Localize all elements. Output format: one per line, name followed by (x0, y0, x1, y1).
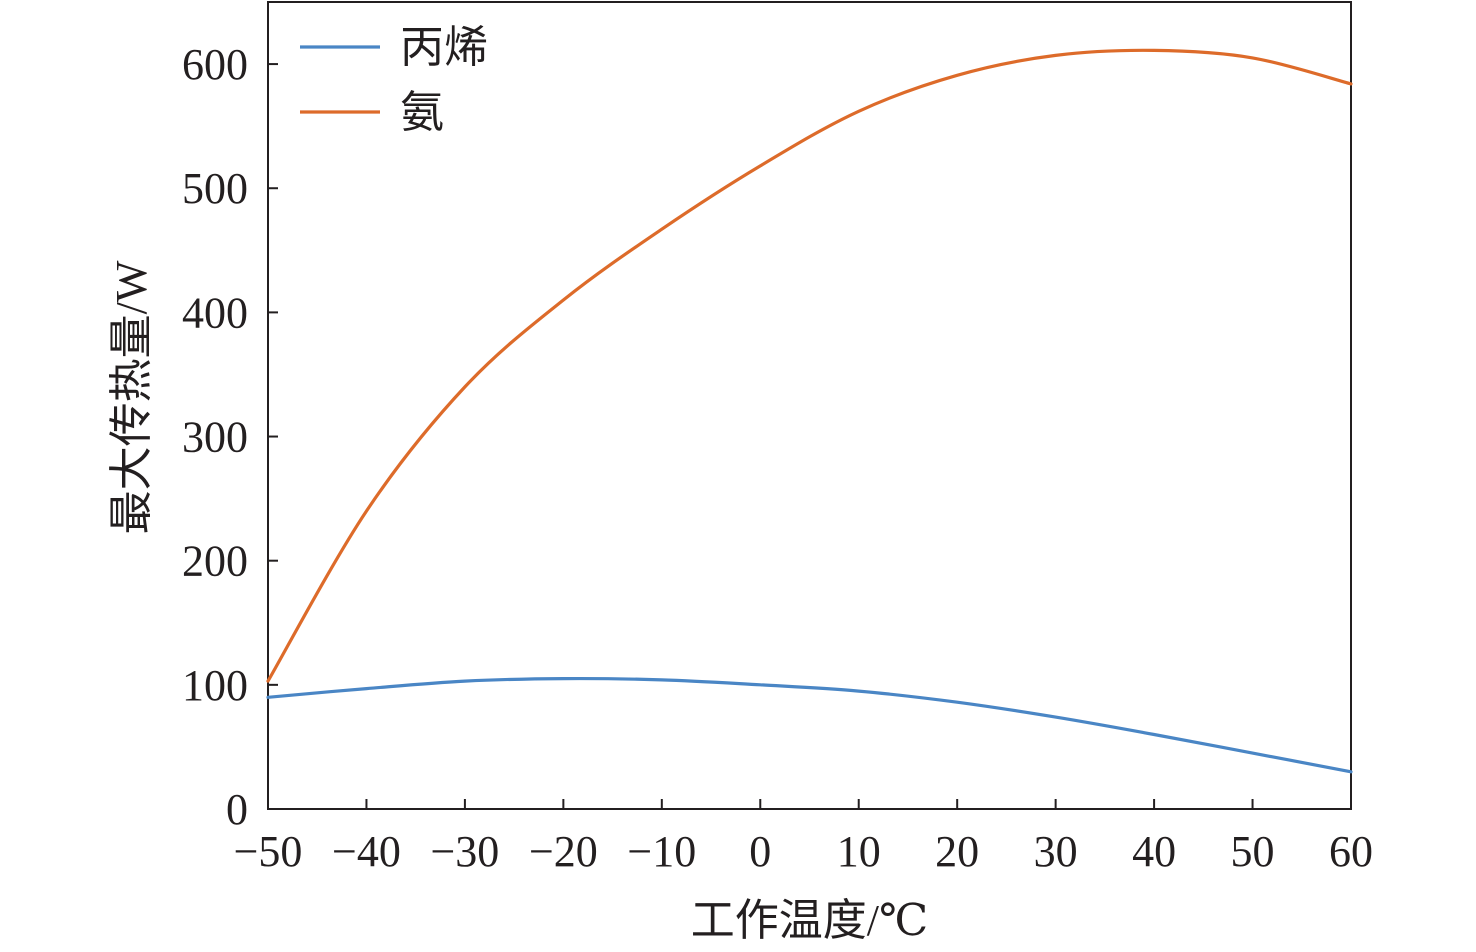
y-tick-label: 200 (182, 537, 248, 586)
y-tick-label: 300 (182, 413, 248, 462)
series-layer (266, 48, 1353, 774)
series-line-0 (266, 676, 1353, 774)
x-tick-label: 0 (749, 827, 771, 876)
y-axis: 0 100 200 300 400 500 600 (182, 40, 278, 834)
y-axis-title: 最大传热量/W (107, 260, 156, 534)
x-tick-label: 10 (837, 827, 881, 876)
x-tick-label: −50 (234, 827, 303, 876)
y-tick-label: 0 (226, 785, 248, 834)
x-tick-label: −40 (332, 827, 401, 876)
x-tick-label: 20 (935, 827, 979, 876)
x-tick-label: 50 (1231, 827, 1275, 876)
legend: 丙烯氨 (300, 23, 488, 137)
x-axis-title: 工作温度/℃ (691, 896, 928, 945)
x-tick-label: 40 (1132, 827, 1176, 876)
series-line-1 (266, 48, 1353, 683)
y-tick-label: 100 (182, 661, 248, 710)
plot-frame (267, 1, 1352, 810)
y-tick-label: 600 (182, 40, 248, 89)
y-tick-label: 500 (182, 164, 248, 213)
legend-label: 氨 (400, 88, 444, 137)
x-tick-label: 60 (1329, 827, 1373, 876)
x-tick-label: 30 (1034, 827, 1078, 876)
legend-label: 丙烯 (400, 23, 488, 72)
plot-area (267, 1, 1352, 810)
x-axis: −50 −40 −30 −20 −10 0 10 20 30 40 50 60 (234, 799, 1373, 876)
x-tick-label: −10 (627, 827, 696, 876)
x-tick-label: −30 (430, 827, 499, 876)
x-tick-label: −20 (529, 827, 598, 876)
y-tick-label: 400 (182, 288, 248, 337)
